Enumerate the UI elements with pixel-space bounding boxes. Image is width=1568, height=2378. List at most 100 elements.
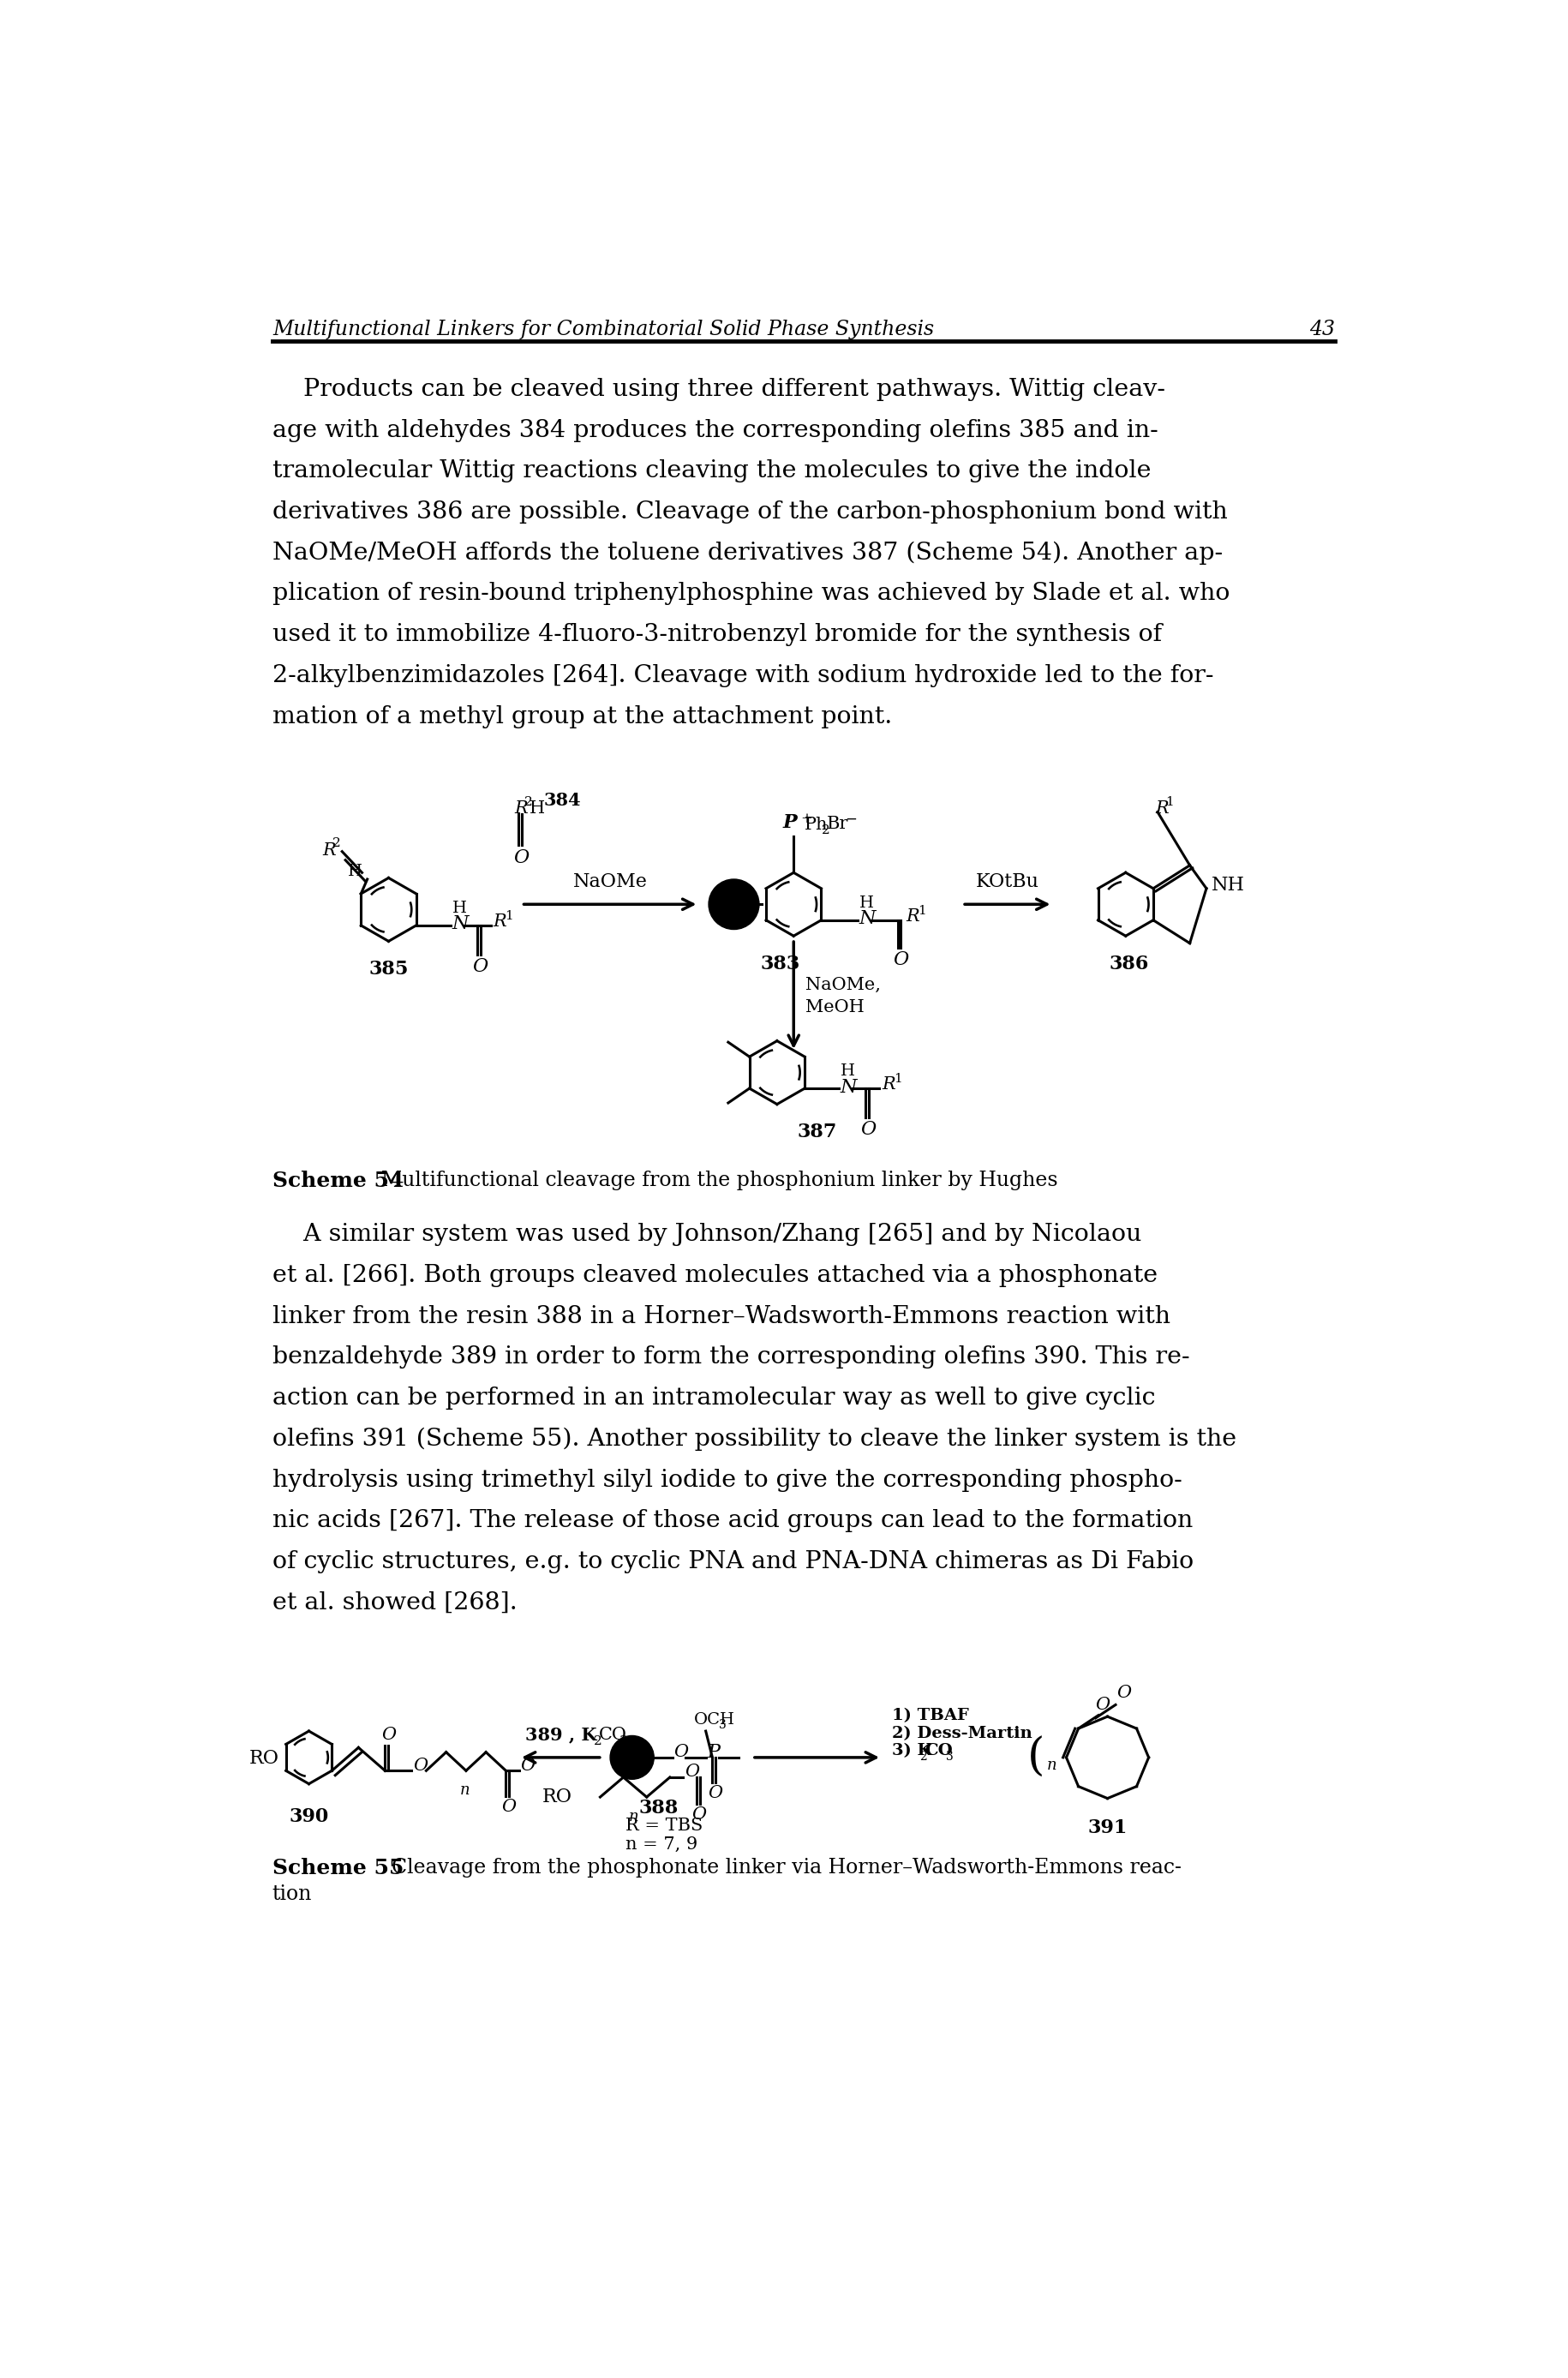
Text: NH: NH bbox=[1212, 875, 1245, 894]
Text: H: H bbox=[348, 863, 362, 880]
Text: et al. [266]. Both groups cleaved molecules attached via a phosphonate: et al. [266]. Both groups cleaved molecu… bbox=[273, 1263, 1157, 1286]
Text: 2: 2 bbox=[919, 1750, 927, 1762]
Text: of cyclic structures, e.g. to cyclic PNA and PNA-DNA chimeras as Di Fabio: of cyclic structures, e.g. to cyclic PNA… bbox=[273, 1550, 1193, 1574]
Text: NaOMe,: NaOMe, bbox=[806, 977, 881, 994]
Text: 387: 387 bbox=[797, 1122, 837, 1141]
Text: O: O bbox=[1094, 1696, 1110, 1712]
Text: 391: 391 bbox=[1088, 1819, 1127, 1838]
Text: n: n bbox=[459, 1784, 470, 1798]
Text: 3) K: 3) K bbox=[892, 1743, 931, 1760]
Text: Br: Br bbox=[826, 816, 848, 832]
Text: H: H bbox=[840, 1063, 855, 1080]
Text: Multifunctional Linkers for Combinatorial Solid Phase Synthesis: Multifunctional Linkers for Combinatoria… bbox=[273, 319, 935, 340]
Text: Scheme 55: Scheme 55 bbox=[273, 1857, 405, 1879]
Text: Products can be cleaved using three different pathways. Wittig cleav-: Products can be cleaved using three diff… bbox=[273, 378, 1165, 402]
Text: P: P bbox=[707, 1743, 720, 1762]
Text: O: O bbox=[691, 1807, 707, 1822]
Text: action can be performed in an intramolecular way as well to give cyclic: action can be performed in an intramolec… bbox=[273, 1386, 1156, 1410]
Text: R: R bbox=[494, 913, 506, 930]
Text: 389 , K: 389 , K bbox=[525, 1726, 596, 1743]
Text: O: O bbox=[707, 1786, 723, 1803]
Text: O: O bbox=[685, 1764, 699, 1781]
Text: 384: 384 bbox=[544, 792, 582, 809]
Text: 383: 383 bbox=[760, 954, 800, 973]
Text: olefins 391 (Scheme 55). Another possibility to cleave the linker system is the: olefins 391 (Scheme 55). Another possibi… bbox=[273, 1427, 1237, 1451]
Text: NaOMe/MeOH affords the toluene derivatives 387 (Scheme 54). Another ap-: NaOMe/MeOH affords the toluene derivativ… bbox=[273, 542, 1223, 566]
Text: 1: 1 bbox=[919, 906, 927, 918]
Circle shape bbox=[709, 880, 759, 930]
Text: O: O bbox=[412, 1757, 428, 1774]
Text: tion: tion bbox=[273, 1883, 312, 1905]
Text: RO: RO bbox=[543, 1788, 572, 1807]
Text: R: R bbox=[514, 801, 528, 816]
Text: O: O bbox=[521, 1757, 535, 1774]
Text: 2-alkylbenzimidazoles [264]. Cleavage with sodium hydroxide led to the for-: 2-alkylbenzimidazoles [264]. Cleavage wi… bbox=[273, 663, 1214, 687]
Text: N: N bbox=[840, 1077, 858, 1096]
Text: linker from the resin 388 in a Horner–Wadsworth-Emmons reaction with: linker from the resin 388 in a Horner–Wa… bbox=[273, 1306, 1170, 1327]
Text: O: O bbox=[674, 1743, 688, 1760]
Text: A similar system was used by Johnson/Zhang [265] and by Nicolaou: A similar system was used by Johnson/Zha… bbox=[273, 1222, 1142, 1246]
Text: H: H bbox=[452, 901, 467, 916]
Text: n = 7, 9: n = 7, 9 bbox=[626, 1836, 698, 1852]
Text: 388: 388 bbox=[638, 1800, 679, 1817]
Text: 2: 2 bbox=[524, 797, 533, 809]
Text: CO: CO bbox=[599, 1726, 627, 1743]
Text: 2: 2 bbox=[332, 837, 340, 849]
Text: N: N bbox=[859, 908, 877, 927]
Text: age with aldehydes 384 produces the corresponding olefins 385 and in-: age with aldehydes 384 produces the corr… bbox=[273, 419, 1159, 442]
Text: nic acids [267]. The release of those acid groups can lead to the formation: nic acids [267]. The release of those ac… bbox=[273, 1510, 1193, 1531]
Text: Ph: Ph bbox=[804, 816, 828, 832]
Text: 3: 3 bbox=[720, 1719, 726, 1731]
Text: 386: 386 bbox=[1109, 954, 1149, 973]
Text: 3: 3 bbox=[946, 1750, 953, 1762]
Text: Multifunctional cleavage from the phosphonium linker by Hughes: Multifunctional cleavage from the phosph… bbox=[368, 1170, 1058, 1189]
Text: 43: 43 bbox=[1309, 319, 1334, 340]
Text: 1: 1 bbox=[1165, 797, 1174, 809]
Text: 3: 3 bbox=[619, 1736, 627, 1748]
Text: (: ( bbox=[1027, 1736, 1044, 1779]
Text: OCH: OCH bbox=[693, 1712, 735, 1729]
Text: O: O bbox=[381, 1726, 395, 1743]
Text: O: O bbox=[1116, 1684, 1132, 1700]
Text: P: P bbox=[782, 813, 798, 832]
Text: KOtBu: KOtBu bbox=[975, 873, 1040, 892]
Text: 1: 1 bbox=[505, 911, 513, 923]
Text: 1: 1 bbox=[894, 1072, 902, 1084]
Text: 2: 2 bbox=[822, 825, 829, 837]
Text: Cleavage from the phosphonate linker via Horner–Wadsworth-Emmons reac-: Cleavage from the phosphonate linker via… bbox=[378, 1857, 1181, 1879]
Text: et al. showed [268].: et al. showed [268]. bbox=[273, 1591, 517, 1615]
Text: mation of a methyl group at the attachment point.: mation of a methyl group at the attachme… bbox=[273, 704, 892, 728]
Text: benzaldehyde 389 in order to form the corresponding olefins 390. This re-: benzaldehyde 389 in order to form the co… bbox=[273, 1346, 1190, 1370]
Text: n: n bbox=[1046, 1757, 1057, 1774]
Text: MeOH: MeOH bbox=[806, 999, 864, 1015]
Text: R: R bbox=[321, 842, 336, 858]
Text: R: R bbox=[881, 1077, 895, 1092]
Text: plication of resin-bound triphenylphosphine was achieved by Slade et al. who: plication of resin-bound triphenylphosph… bbox=[273, 583, 1229, 606]
Text: N: N bbox=[452, 916, 469, 935]
Text: n: n bbox=[629, 1810, 638, 1824]
Text: RO: RO bbox=[249, 1750, 279, 1769]
Text: H: H bbox=[859, 897, 873, 911]
Circle shape bbox=[610, 1736, 654, 1779]
Text: 2: 2 bbox=[594, 1736, 602, 1748]
Text: used it to immobilize 4-fluoro-3-nitrobenzyl bromide for the synthesis of: used it to immobilize 4-fluoro-3-nitrobe… bbox=[273, 623, 1162, 647]
Text: Scheme 54: Scheme 54 bbox=[273, 1170, 405, 1191]
Text: O: O bbox=[861, 1120, 877, 1139]
Text: O: O bbox=[513, 849, 528, 868]
Text: 390: 390 bbox=[289, 1807, 329, 1826]
Text: hydrolysis using trimethyl silyl iodide to give the corresponding phospho-: hydrolysis using trimethyl silyl iodide … bbox=[273, 1470, 1182, 1491]
Text: O: O bbox=[892, 951, 908, 970]
Text: +: + bbox=[800, 811, 812, 828]
Text: tramolecular Wittig reactions cleaving the molecules to give the indole: tramolecular Wittig reactions cleaving t… bbox=[273, 459, 1151, 483]
Text: R: R bbox=[1156, 801, 1170, 816]
Text: derivatives 386 are possible. Cleavage of the carbon-phosphonium bond with: derivatives 386 are possible. Cleavage o… bbox=[273, 499, 1228, 523]
Text: R: R bbox=[906, 908, 920, 925]
Text: H: H bbox=[530, 801, 546, 816]
Text: O: O bbox=[502, 1798, 516, 1814]
Text: CO: CO bbox=[925, 1743, 953, 1760]
Text: R = TBS: R = TBS bbox=[626, 1817, 702, 1833]
Text: NaOMe: NaOMe bbox=[572, 873, 648, 892]
Text: 1) TBAF: 1) TBAF bbox=[892, 1707, 969, 1724]
Text: 385: 385 bbox=[368, 961, 408, 980]
Text: O: O bbox=[472, 956, 488, 975]
